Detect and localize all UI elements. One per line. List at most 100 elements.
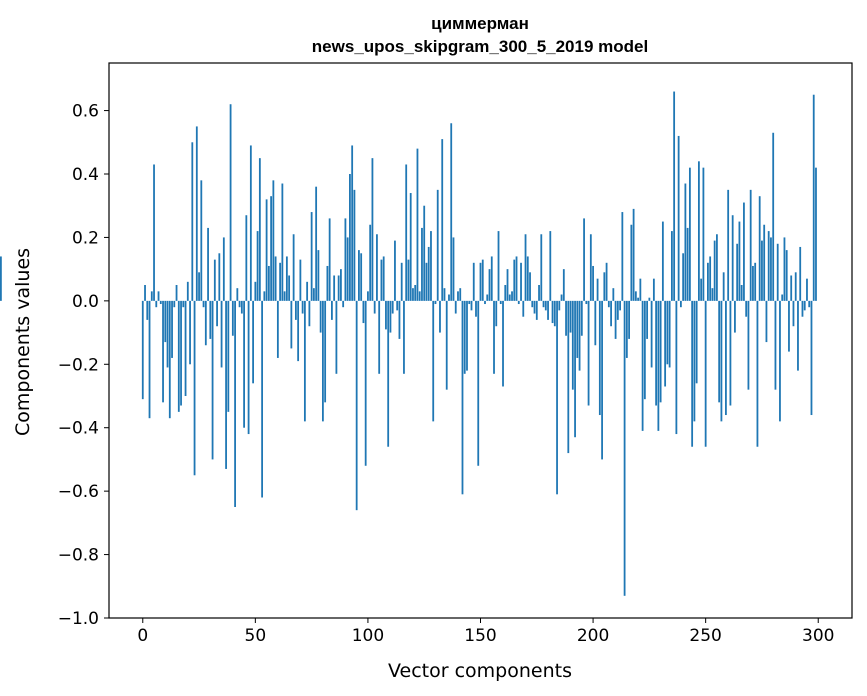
bar <box>189 300 191 365</box>
bar <box>378 300 381 374</box>
bar <box>146 300 149 320</box>
bar <box>306 281 309 301</box>
bar <box>243 300 245 428</box>
bar <box>621 212 624 301</box>
bar <box>461 300 464 495</box>
bar <box>589 234 592 301</box>
bar <box>709 256 712 301</box>
bar <box>720 300 723 422</box>
bar <box>797 300 799 371</box>
bar <box>198 272 200 301</box>
bar <box>664 300 667 387</box>
bar <box>400 262 403 301</box>
bar <box>290 300 293 349</box>
bar <box>421 227 423 301</box>
bar <box>362 300 365 324</box>
bar <box>576 300 579 358</box>
bar <box>252 300 254 384</box>
bar <box>508 294 511 301</box>
bar <box>441 139 444 301</box>
bar <box>700 278 703 301</box>
bar <box>171 300 173 358</box>
bar <box>488 269 491 301</box>
bar <box>504 285 507 301</box>
bar <box>225 300 227 469</box>
bar <box>637 297 640 301</box>
bar <box>513 259 516 301</box>
bar <box>634 291 637 301</box>
bar <box>443 288 446 301</box>
bar <box>517 300 520 305</box>
bar <box>229 104 232 301</box>
bar <box>416 148 419 301</box>
bar <box>317 250 320 301</box>
bar <box>506 269 509 301</box>
bar <box>544 300 547 311</box>
bar <box>405 164 408 301</box>
bar <box>650 300 653 368</box>
bar <box>646 300 649 339</box>
x-tick-label: 100 <box>352 626 384 646</box>
bar <box>200 180 203 301</box>
bar <box>207 227 209 301</box>
bar <box>567 300 570 454</box>
bar <box>258 158 261 301</box>
bar <box>177 300 180 412</box>
bar <box>560 294 563 301</box>
bar <box>180 300 182 406</box>
bar <box>173 300 176 308</box>
bar <box>321 300 324 422</box>
y-tick-label: 0.2 <box>72 228 99 248</box>
bar <box>580 300 583 336</box>
bar <box>288 275 291 301</box>
bar <box>376 234 378 301</box>
bar <box>616 300 619 320</box>
bar <box>781 294 784 301</box>
bar <box>790 275 793 301</box>
bar <box>425 262 428 301</box>
bar <box>497 231 500 301</box>
bar <box>520 262 522 301</box>
bar <box>675 300 678 435</box>
bar <box>479 262 482 301</box>
bar <box>283 291 286 301</box>
bar <box>247 300 250 435</box>
bar <box>310 212 313 301</box>
bar <box>684 183 687 301</box>
bar <box>403 300 405 374</box>
y-tick-label: −1.0 <box>58 609 99 629</box>
bar <box>668 300 671 368</box>
bar <box>238 300 241 308</box>
bar <box>204 300 207 346</box>
bar <box>193 300 196 476</box>
bar <box>752 265 754 301</box>
bar <box>630 224 633 301</box>
bar <box>468 300 471 305</box>
bar <box>330 300 333 320</box>
bar <box>186 281 189 301</box>
bar <box>815 167 817 301</box>
bar <box>574 300 576 438</box>
bar <box>707 262 709 301</box>
bar <box>380 259 383 301</box>
bar <box>515 256 518 301</box>
bar <box>355 300 358 511</box>
bar <box>686 227 689 301</box>
bar <box>682 253 685 301</box>
bar <box>358 250 360 301</box>
bar <box>697 161 700 301</box>
y-tick-label: 0.0 <box>72 292 99 312</box>
bar <box>765 300 768 343</box>
bar <box>312 288 315 301</box>
bar <box>218 253 221 301</box>
y-tick-label: 0.4 <box>72 165 99 185</box>
bar <box>162 300 164 403</box>
bar <box>774 300 777 390</box>
bar <box>578 300 581 371</box>
bar <box>216 300 218 327</box>
bar <box>272 180 275 301</box>
y-tick-label: −0.4 <box>58 419 99 439</box>
bar <box>414 285 417 301</box>
bar <box>231 300 234 336</box>
bar <box>736 243 739 301</box>
